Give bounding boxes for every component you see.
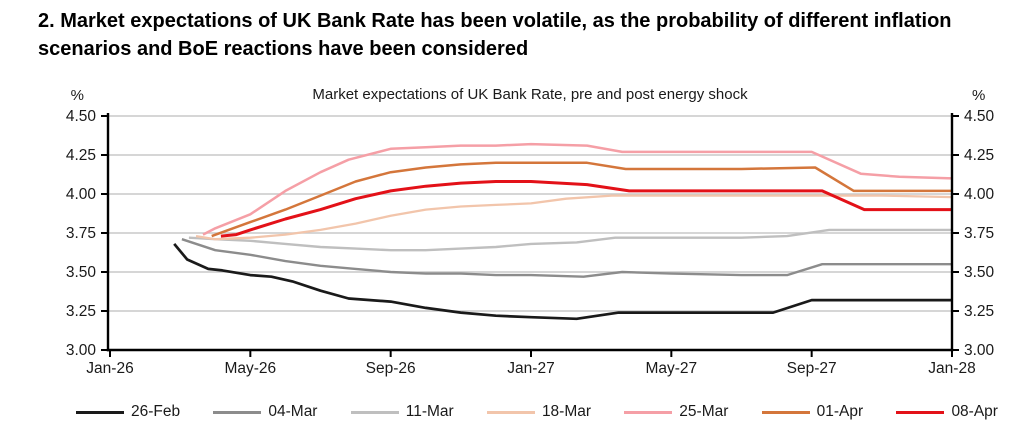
series-line-01-apr — [211, 161, 952, 238]
y-tick-label-right: 3.75 — [964, 225, 994, 242]
legend-swatch-01-apr — [761, 410, 810, 414]
x-tick-label: Sep-26 — [366, 360, 416, 377]
legend-swatch-18-mar — [486, 410, 535, 414]
x-tick-label: May-26 — [224, 360, 276, 377]
series-line-25-mar — [202, 142, 953, 236]
y-tick-label-right: 4.25 — [964, 147, 994, 164]
chart-legend: 26-Feb 04-Mar 11-Mar 18-Mar 25-Mar 01-Apr 08-A… — [76, 403, 998, 421]
legend-item-08-apr: 08-Apr — [896, 403, 998, 421]
legend-item-01-apr: 01-Apr — [761, 403, 864, 421]
legend-item-18-mar: 18-Mar — [486, 403, 592, 421]
y-tick-label-right: 4.50 — [964, 108, 995, 125]
y-tick-label-right: 3.50 — [964, 264, 995, 281]
y-tick-label-left: 4.50 — [66, 108, 97, 125]
x-tick-label: Jan-28 — [928, 360, 975, 377]
y-tick-label-left: 3.25 — [66, 303, 96, 320]
series-line-04-mar — [181, 238, 952, 278]
x-tick-label: Jan-27 — [507, 360, 554, 377]
legend-swatch-11-mar — [350, 410, 399, 414]
legend-swatch-26-feb — [76, 410, 124, 414]
y-tick-label-left: 3.00 — [66, 342, 97, 359]
legend-label: 18-Mar — [541, 403, 592, 420]
x-tick-label: May-27 — [645, 360, 697, 377]
legend-label: 26-Feb — [131, 403, 181, 420]
legend-label: 04-Mar — [268, 403, 318, 420]
x-tick-label: Sep-27 — [787, 360, 837, 377]
y-tick-label-right: 4.00 — [964, 186, 995, 203]
y-tick-label-left: 3.75 — [66, 225, 96, 242]
series-line-11-mar — [188, 228, 952, 252]
legend-swatch-25-mar — [624, 410, 673, 414]
series-line-26-feb — [173, 243, 952, 321]
legend-label: 08-Apr — [951, 403, 998, 420]
y-tick-label-right: 3.00 — [964, 342, 995, 359]
y-axis-unit-right: % — [972, 87, 986, 104]
legend-item-04-mar: 04-Mar — [213, 403, 317, 421]
series-line-08-apr — [220, 180, 952, 238]
legend-label: 25-Mar — [679, 403, 729, 420]
legend-swatch-04-mar — [213, 410, 262, 414]
legend-swatch-08-apr — [896, 410, 945, 414]
legend-label: 01-Apr — [816, 403, 864, 420]
y-tick-label-left: 4.25 — [66, 147, 96, 164]
legend-item-25-mar: 25-Mar — [624, 403, 728, 421]
legend-label: 11-Mar — [405, 403, 454, 420]
legend-item-11-mar: 11-Mar — [350, 403, 454, 421]
figure-heading: 2. Market expectations of UK Bank Rate h… — [38, 10, 952, 60]
chart-title: Market expectations of UK Bank Rate, pre… — [312, 86, 748, 103]
x-tick-label: Jan-26 — [86, 360, 133, 377]
y-tick-label-left: 3.50 — [66, 264, 97, 281]
legend-item-26-feb: 26-Feb — [76, 403, 180, 421]
series-line-18-mar — [195, 194, 953, 241]
y-tick-label-right: 3.25 — [964, 303, 994, 320]
y-tick-label-left: 4.00 — [66, 186, 97, 203]
y-axis-unit-left: % — [70, 87, 84, 104]
